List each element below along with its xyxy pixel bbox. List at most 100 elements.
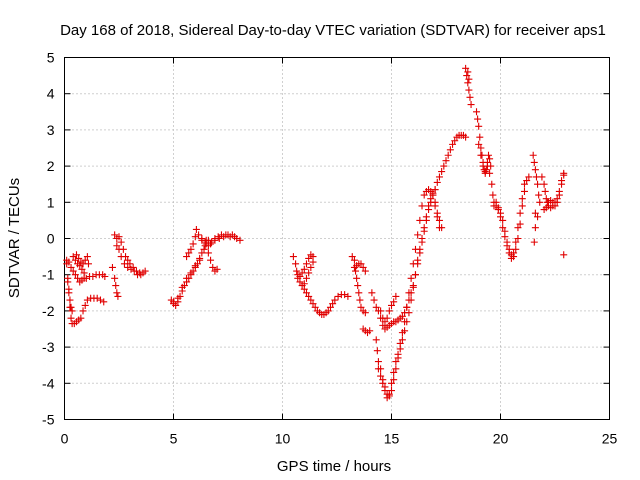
axis-ticks [64, 57, 610, 420]
data-point [207, 256, 215, 264]
data-point [69, 267, 77, 275]
data-point [405, 289, 413, 297]
data-point [348, 253, 356, 261]
data-point [64, 278, 72, 286]
data-point [361, 267, 369, 275]
data-point [93, 294, 101, 302]
data-point [74, 274, 82, 282]
data-point [307, 296, 315, 304]
data-point [361, 309, 369, 317]
data-point [185, 249, 193, 257]
data-point [111, 274, 119, 282]
data-point [486, 169, 494, 177]
data-point [65, 258, 73, 266]
data-point [124, 256, 132, 264]
data-point [416, 216, 424, 224]
data-point [353, 274, 361, 282]
data-point [529, 151, 537, 159]
data-point [83, 253, 91, 261]
data-point [204, 242, 212, 250]
data-point [438, 168, 446, 176]
data-point [383, 314, 391, 322]
data-point [170, 298, 177, 306]
y-tick-label: -5 [42, 412, 55, 428]
data-point [390, 298, 398, 306]
data-point [462, 133, 470, 141]
y-tick-label: 1 [47, 194, 55, 210]
data-point [334, 292, 342, 300]
data-point [67, 314, 75, 322]
data-point [381, 318, 389, 326]
data-point [465, 86, 473, 94]
data-point [520, 187, 528, 195]
data-point [372, 303, 380, 311]
data-point [191, 233, 199, 241]
data-point [101, 273, 109, 281]
data-point [305, 269, 313, 277]
data-point [523, 177, 531, 185]
data-point [531, 224, 539, 232]
data-point [433, 209, 441, 217]
data-point [414, 231, 422, 239]
data-point [370, 296, 378, 304]
data-point [80, 269, 88, 277]
data-point [427, 195, 435, 203]
data-point [433, 178, 441, 186]
data-point [431, 186, 439, 194]
data-point [195, 231, 203, 239]
data-point [117, 253, 125, 261]
data-point [405, 309, 413, 317]
data-point [429, 191, 437, 199]
y-axis-label: SDTVAR / TECUs [6, 178, 23, 298]
data-point [198, 235, 206, 242]
data-point [359, 263, 367, 271]
data-point [555, 191, 563, 199]
data-point [354, 282, 362, 290]
data-point [494, 204, 502, 212]
x-tick-labels: 0 5 10 15 20 25 [61, 431, 618, 447]
data-point [486, 155, 494, 163]
data-point [302, 274, 310, 282]
data-point [67, 263, 75, 271]
data-point [120, 260, 128, 268]
data-point [211, 235, 219, 242]
data-point [418, 202, 426, 210]
data-point [398, 312, 406, 320]
data-point [392, 358, 400, 366]
data-point [68, 307, 76, 315]
data-point [425, 202, 433, 210]
data-point [174, 294, 182, 302]
data-point [374, 365, 382, 373]
data-point [357, 303, 365, 311]
data-point [407, 274, 415, 282]
data-point [449, 140, 457, 148]
data-point [420, 224, 428, 232]
data-point [414, 256, 422, 264]
data-point [331, 296, 339, 304]
data-point [201, 238, 209, 246]
data-point [409, 260, 417, 268]
data-point [446, 146, 454, 154]
data-point [71, 271, 79, 279]
data-point [411, 271, 419, 279]
y-tick-label: 4 [47, 86, 55, 102]
y-tick-label: 5 [47, 50, 55, 66]
data-point [368, 289, 376, 297]
data-point [67, 303, 75, 311]
data-point [379, 379, 387, 387]
data-point [292, 260, 300, 268]
grid [64, 57, 610, 420]
data-point [407, 296, 415, 304]
y-tick-label: -3 [42, 339, 55, 355]
data-point [474, 115, 482, 123]
data-point [302, 260, 310, 268]
data-point [289, 253, 297, 261]
data-point [192, 225, 200, 233]
data-point [420, 191, 428, 199]
data-point [309, 253, 317, 261]
data-point [79, 307, 87, 315]
data-point [329, 300, 337, 308]
data-point [514, 235, 522, 242]
data-point [501, 233, 509, 241]
data-point [462, 64, 470, 72]
